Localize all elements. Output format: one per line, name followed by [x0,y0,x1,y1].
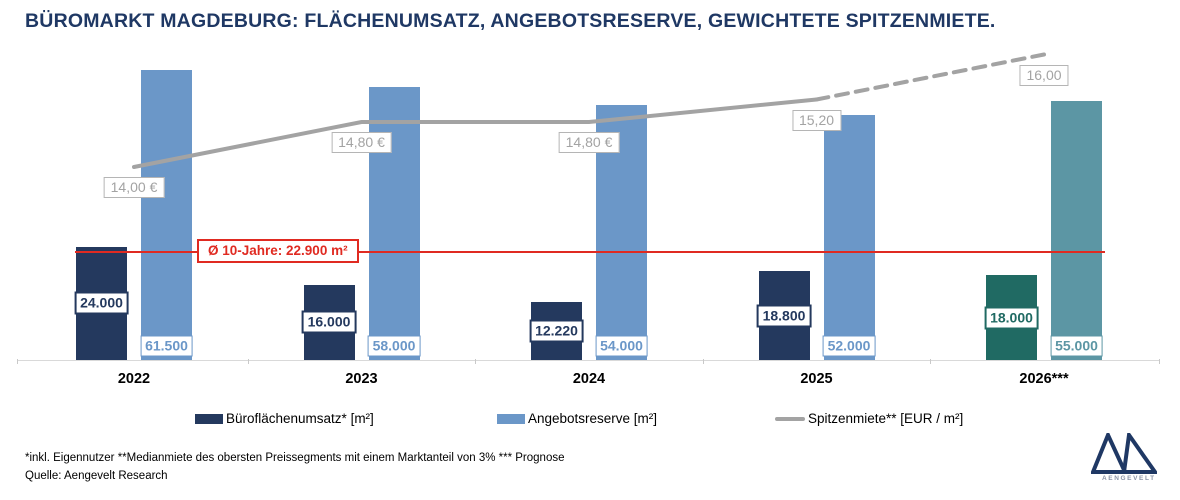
axis-tick [930,359,932,364]
value-label-bueroflaechenumsatz-2023: 16.000 [301,310,357,334]
value-label-spitzenmiete-2023: 14,80 € [331,132,392,153]
value-label-angebotsreserve-2023: 58.000 [367,335,421,357]
aengevelt-logo: AENGEVELT [1090,429,1163,485]
value-label-spitzenmiete-2024: 14,80 € [558,132,620,153]
chart-title: BÜROMARKT MAGDEBURG: FLÄCHENUMSATZ, ANGE… [25,10,996,32]
x-axis-line [17,360,1159,361]
bar-angebotsreserve-2022 [141,70,192,360]
value-label-bueroflaechenumsatz-2022: 24.000 [74,291,129,315]
value-label-angebotsreserve-2026***: 55.000 [1050,335,1103,357]
legend-swatch-dark-bar [195,413,223,424]
axis-tick [702,359,704,364]
category-label-2023: 2023 [345,371,378,387]
category-label-2022: 2022 [117,371,151,387]
value-label-bueroflaechenumsatz-2025: 18.800 [756,304,812,328]
legend-label: Büroflächenumsatz* [m²] [226,411,374,426]
bar-angebotsreserve-2025 [823,114,875,360]
logo-wordmark: AENGEVELT [1102,475,1156,482]
legend-swatch-light-bar [497,413,525,424]
axis-tick [247,359,249,364]
legend-item-bueroflaechenumsatz: Büroflächenumsatz* [m²] [195,411,374,426]
category-label-2026***: 2026*** [1019,371,1069,387]
legend-label: Spitzenmiete** [EUR / m²] [808,411,964,426]
axis-tick [1159,359,1160,364]
bar-angebotsreserve-2026*** [1051,100,1102,360]
legend-label: Angebotsreserve [m²] [528,411,658,426]
legend-item-spitzenmiete: Spitzenmiete** [EUR / m²] [775,411,963,426]
value-label-bueroflaechenumsatz-2024: 12.220 [529,319,584,343]
axis-tick [475,359,477,364]
footnote-line-1: *inkl. Eigennutzer **Medianmiete des obe… [25,452,565,464]
footnote-line-2: Quelle: Aengevelt Research [25,470,168,482]
category-label-2025: 2025 [800,371,833,387]
value-label-bueroflaechenumsatz-2026***: 18.000 [984,306,1039,330]
value-label-angebotsreserve-2025: 52.000 [822,335,876,357]
average-line-label: Ø 10-Jahre: 22.900 m² [197,239,359,264]
value-label-spitzenmiete-2025: 15,20 [791,109,842,131]
value-label-spitzenmiete-2022: 14,00 € [103,177,165,198]
value-label-spitzenmiete-2026***: 16,00 [1019,64,1069,86]
value-label-angebotsreserve-2022: 61.500 [140,335,193,357]
value-label-angebotsreserve-2024: 54.000 [595,335,648,357]
axis-tick [17,359,18,364]
legend-item-angebotsreserve: Angebotsreserve [m²] [497,411,657,426]
bar-angebotsreserve-2023 [368,86,420,360]
legend-swatch-line [775,416,805,421]
category-label-2024: 2024 [572,371,606,387]
aengevelt-double-triangle-icon [1090,429,1159,474]
average-line [75,251,1105,254]
